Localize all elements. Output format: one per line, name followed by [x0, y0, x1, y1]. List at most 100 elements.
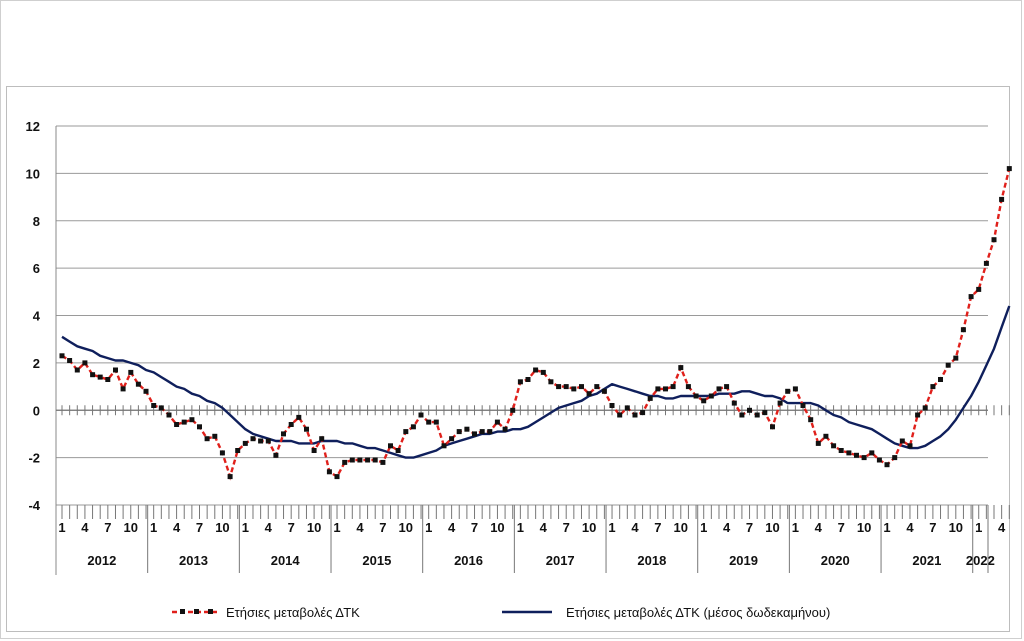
series-line-annual	[61, 168, 1011, 481]
y-tick-label: -4	[28, 498, 40, 513]
y-tick-label: 10	[26, 166, 40, 181]
data-point-annual	[479, 429, 485, 435]
data-point-annual	[640, 410, 646, 416]
data-point-annual	[617, 412, 623, 418]
data-point-annual	[670, 384, 676, 390]
data-point-annual	[204, 436, 210, 442]
data-point-annual	[464, 426, 470, 432]
data-point-annual	[922, 405, 928, 411]
data-point-annual	[403, 429, 409, 435]
data-point-annual	[609, 403, 615, 408]
x-month-label: 1	[608, 520, 615, 535]
data-point-annual	[968, 294, 974, 300]
data-point-annual	[716, 386, 722, 392]
x-month-label: 10	[307, 520, 321, 535]
data-point-annual	[869, 450, 875, 456]
data-point-annual	[456, 429, 462, 435]
data-point-annual	[395, 448, 401, 453]
data-point-annual	[647, 395, 653, 401]
x-month-label: 10	[399, 520, 413, 535]
data-point-annual	[219, 450, 225, 456]
data-point-annual	[349, 457, 355, 463]
data-point-annual	[724, 384, 730, 390]
x-month-label: 4	[265, 520, 273, 535]
data-point-annual	[235, 448, 241, 453]
x-month-label: 7	[746, 520, 753, 535]
year-label: 2019	[729, 553, 758, 568]
x-month-label: 7	[563, 520, 570, 535]
legend-marker-annual-3	[208, 609, 213, 614]
x-month-label: 10	[215, 520, 229, 535]
data-point-annual	[67, 358, 73, 363]
legend-label-average: Ετήσιες μεταβολές ΔΤΚ (μέσος δωδεκαμήνου…	[566, 605, 830, 620]
data-point-annual	[938, 377, 943, 382]
data-point-annual	[487, 429, 493, 435]
data-point-annual	[189, 417, 195, 423]
data-point-annual	[97, 374, 103, 380]
chart-border	[6, 86, 1010, 632]
legend-marker-annual-1	[180, 609, 185, 614]
data-point-annual	[472, 431, 477, 437]
x-month-label: 4	[81, 520, 89, 535]
data-point-annual	[999, 196, 1005, 202]
x-month-label: 4	[723, 520, 731, 535]
data-point-annual	[770, 424, 775, 430]
x-month-label: 10	[490, 520, 504, 535]
legend-label-annual: Ετήσιες μεταβολές ΔΤΚ	[226, 605, 360, 620]
grid-lines	[55, 125, 1010, 575]
x-month-label: 4	[631, 520, 639, 535]
x-month-label: 10	[674, 520, 688, 535]
data-point-annual	[693, 393, 699, 399]
data-point-annual	[158, 405, 164, 411]
data-point-annual	[502, 426, 508, 432]
data-point-annual	[556, 384, 562, 390]
data-point-annual	[831, 443, 837, 449]
data-point-annual	[517, 379, 523, 385]
data-point-annual	[846, 450, 852, 456]
x-month-label: 7	[196, 520, 203, 535]
x-month-label: 10	[765, 520, 779, 535]
x-month-label: 4	[815, 520, 823, 535]
data-point-annual	[197, 424, 202, 430]
data-point-annual	[319, 436, 325, 442]
y-tick-label: 6	[33, 261, 40, 276]
data-point-annual	[983, 260, 989, 266]
x-month-label: 7	[654, 520, 661, 535]
x-month-label: 1	[150, 520, 157, 535]
x-month-label: 1	[700, 520, 707, 535]
data-point-annual	[304, 426, 309, 432]
data-point-annual	[708, 393, 714, 399]
data-point-annual	[861, 455, 867, 461]
data-point-annual	[59, 353, 65, 359]
data-point-annual	[953, 355, 959, 361]
data-point-annual	[441, 443, 447, 449]
data-point-annual	[685, 384, 691, 390]
data-point-annual	[823, 433, 829, 439]
x-month-label: 1	[883, 520, 890, 535]
data-point-annual	[808, 417, 814, 423]
data-point-annual	[273, 452, 279, 458]
data-point-annual	[311, 448, 317, 453]
data-point-annual	[135, 381, 141, 387]
data-point-annual	[632, 412, 638, 418]
y-tick-label: 2	[33, 356, 40, 371]
data-point-annual	[265, 438, 271, 444]
year-label: 2016	[454, 553, 483, 568]
x-month-label: 1	[425, 520, 432, 535]
data-point-annual	[915, 412, 921, 418]
data-point-annual	[884, 462, 890, 468]
x-month-label: 10	[857, 520, 871, 535]
data-point-annual	[663, 386, 668, 392]
x-month-label: 4	[173, 520, 181, 535]
x-month-label: 10	[124, 520, 138, 535]
data-point-annual	[976, 286, 982, 292]
data-point-annual	[113, 367, 118, 373]
data-point-annual	[815, 440, 821, 446]
data-point-annual	[624, 405, 630, 411]
x-month-label: 1	[242, 520, 249, 535]
x-month-label: 4	[540, 520, 548, 535]
data-point-annual	[342, 459, 348, 465]
data-point-annual	[426, 419, 432, 425]
data-point-annual	[579, 384, 584, 390]
